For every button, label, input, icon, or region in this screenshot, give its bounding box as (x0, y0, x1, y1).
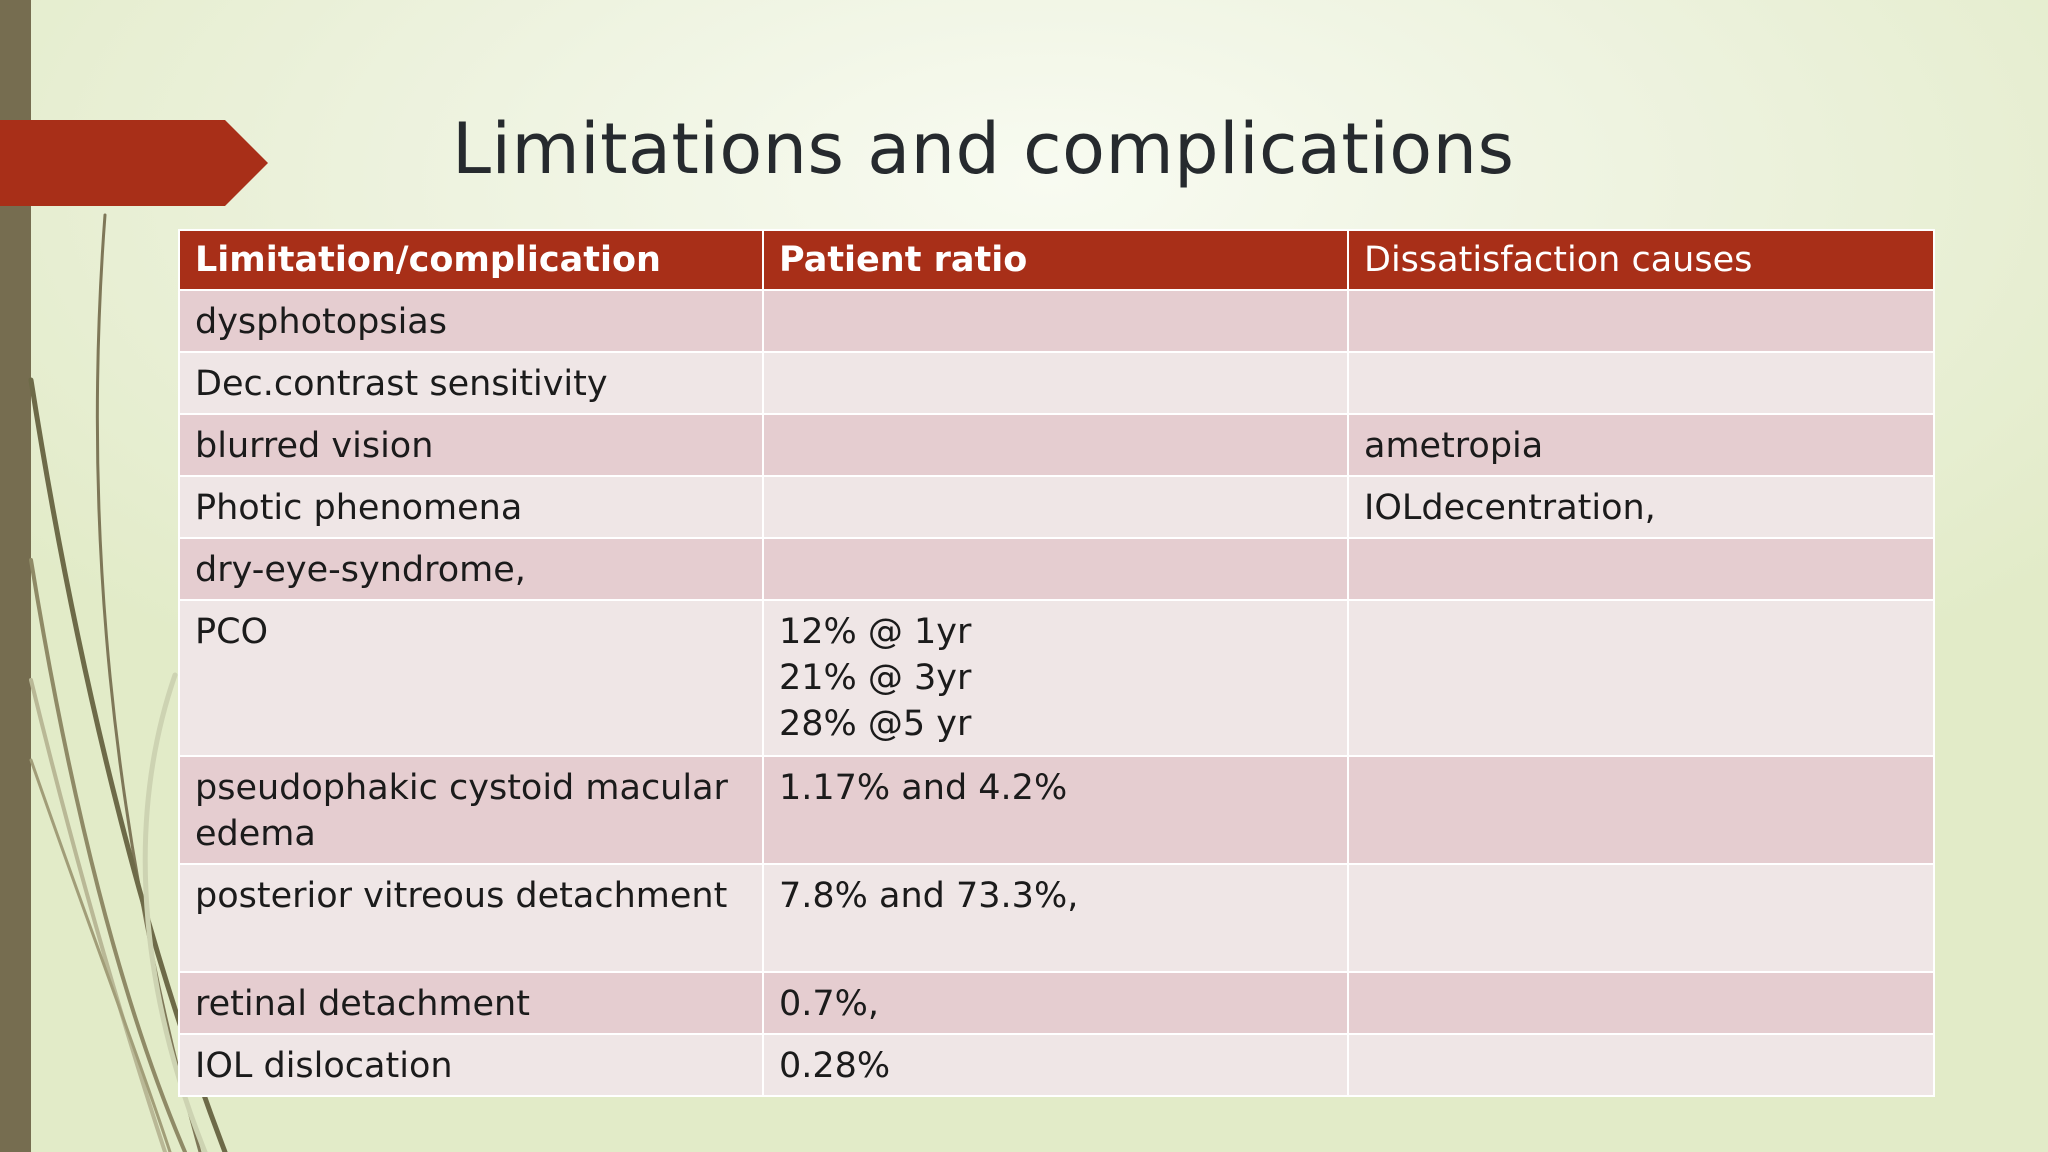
table-row: PCO 12% @ 1yr 21% @ 3yr 28% @5 yr (178, 599, 1935, 757)
table-row: IOL dislocation 0.28% (178, 1033, 1935, 1097)
complications-table: Limitation/complication Patient ratio Di… (178, 229, 1935, 1097)
cell-patient-ratio: 0.28% (762, 1033, 1349, 1097)
cell-patient-ratio (762, 413, 1349, 477)
header-dissatisfaction-causes: Dissatisfaction causes (1347, 229, 1935, 291)
cell-limitation: Dec.contrast sensitivity (178, 351, 764, 415)
table-header-row: Limitation/complication Patient ratio Di… (178, 229, 1935, 291)
stem-line (29, 678, 167, 1152)
title-arrow-marker (0, 120, 268, 206)
stem-line (29, 758, 172, 1152)
cell-limitation: posterior vitreous detachment (178, 863, 764, 973)
table-row: dysphotopsias (178, 289, 1935, 353)
cell-patient-ratio (762, 537, 1349, 601)
stem-line (95, 213, 202, 1152)
cell-dissatisfaction (1347, 971, 1935, 1035)
cell-limitation: retinal detachment (178, 971, 764, 1035)
table-row: posterior vitreous detachment 7.8% and 7… (178, 863, 1935, 973)
cell-limitation: pseudophakic cystoid macular edema (178, 755, 764, 865)
cell-dissatisfaction (1347, 351, 1935, 415)
cell-patient-ratio: 7.8% and 73.3%, (762, 863, 1349, 973)
cell-limitation: PCO (178, 599, 764, 757)
cell-limitation: dysphotopsias (178, 289, 764, 353)
cell-patient-ratio (762, 289, 1349, 353)
cell-dissatisfaction (1347, 1033, 1935, 1097)
header-limitation: Limitation/complication (178, 229, 764, 291)
table-row: pseudophakic cystoid macular edema 1.17%… (178, 755, 1935, 865)
cell-limitation: dry-eye-syndrome, (178, 537, 764, 601)
cell-limitation: blurred vision (178, 413, 764, 477)
decorative-stems (28, 213, 228, 1152)
ratio-line: 21% @ 3yr (779, 658, 972, 698)
header-patient-ratio: Patient ratio (762, 229, 1349, 291)
cell-patient-ratio (762, 351, 1349, 415)
cell-patient-ratio: 12% @ 1yr 21% @ 3yr 28% @5 yr (762, 599, 1349, 757)
cell-limitation: Photic phenomena (178, 475, 764, 539)
cell-limitation: IOL dislocation (178, 1033, 764, 1097)
table-row: Photic phenomena IOLdecentration, (178, 475, 1935, 539)
stem-line (29, 558, 187, 1152)
cell-patient-ratio: 0.7%, (762, 971, 1349, 1035)
cell-dissatisfaction (1347, 863, 1935, 973)
ratio-line: 12% @ 1yr (779, 612, 972, 652)
cell-patient-ratio: 1.17% and 4.2% (762, 755, 1349, 865)
cell-patient-ratio (762, 475, 1349, 539)
table-row: blurred vision ametropia (178, 413, 1935, 477)
ratio-line: 28% @5 yr (779, 704, 972, 744)
cell-dissatisfaction: ametropia (1347, 413, 1935, 477)
cell-dissatisfaction (1347, 755, 1935, 865)
table-row: dry-eye-syndrome, (178, 537, 1935, 601)
slide-title: Limitations and complications (452, 108, 1515, 190)
cell-dissatisfaction (1347, 599, 1935, 757)
cell-dissatisfaction (1347, 537, 1935, 601)
cell-dissatisfaction (1347, 289, 1935, 353)
table-row: Dec.contrast sensitivity (178, 351, 1935, 415)
cell-dissatisfaction: IOLdecentration, (1347, 475, 1935, 539)
table-row: retinal detachment 0.7%, (178, 971, 1935, 1035)
